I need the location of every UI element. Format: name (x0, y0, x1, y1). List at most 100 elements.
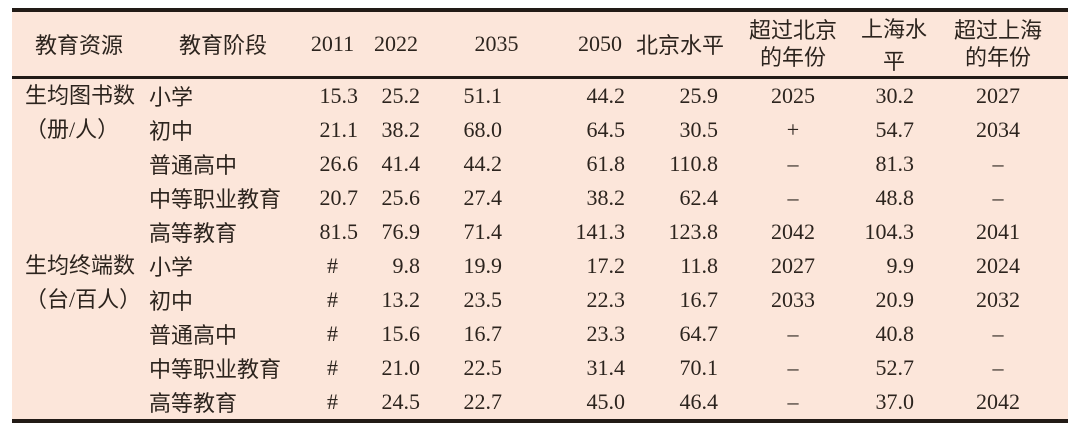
cell-exceed-beijing-year: – (787, 355, 799, 380)
cell-2022: 25.2 (381, 83, 421, 108)
cell-shanghai-level: 20.9 (875, 287, 915, 312)
table-row: 高等教育 81.5 76.9 71.4 141.3 123.8 2042 104… (12, 215, 1068, 249)
header-line-2: 的年份 (964, 45, 1031, 70)
cell-beijing-level: 64.7 (679, 321, 719, 346)
table-row: 生均图书数 （册/人） 小学 15.3 25.2 51.1 44.2 25.9 … (12, 78, 1068, 142)
cell-stage: 初中 (149, 289, 194, 314)
cell-exceed-beijing-year: – (787, 151, 799, 176)
cell-shanghai-level: 104.3 (864, 219, 915, 244)
cell-2011: # (327, 355, 338, 380)
cell-stage: 小学 (149, 85, 194, 110)
cell-exceed-beijing-year: + (786, 117, 800, 142)
cell-shanghai-level: 52.7 (875, 355, 915, 380)
cell-beijing-level: 123.8 (668, 219, 719, 244)
cell-2022: 41.4 (381, 151, 421, 176)
cell-2050: 141.3 (575, 219, 626, 244)
cell-stage: 中等职业教育 (149, 187, 282, 212)
col-header-exceed-beijing-year: 超过北京 的年份 (726, 10, 860, 79)
table-row: 高等教育 # 24.5 22.7 45.0 46.4 – 37.0 2042 (12, 385, 1068, 421)
cell-2035: 22.5 (463, 355, 503, 380)
cell-exceed-beijing-year: 2027 (771, 253, 815, 278)
col-header-2011: 2011 (300, 10, 365, 79)
cell-2011: # (327, 321, 338, 346)
cell-2050: 22.3 (586, 287, 626, 312)
cell-shanghai-level: 48.8 (875, 185, 915, 210)
cell-exceed-shanghai-year: – (992, 185, 1004, 210)
row-group-label-terminals: 生均终端数 （台/百人） (12, 249, 146, 421)
cell-exceed-beijing-year: 2025 (771, 83, 815, 108)
cell-stage: 小学 (149, 255, 194, 280)
header-line-2: 的年份 (759, 45, 826, 70)
cell-shanghai-level: 9.9 (886, 253, 915, 278)
group-label-line-1: 生均图书数 (25, 83, 136, 108)
cell-exceed-shanghai-year: – (992, 151, 1004, 176)
cell-2035: 44.2 (463, 151, 503, 176)
cell-beijing-level: 110.8 (669, 151, 718, 176)
cell-2050: 61.8 (586, 151, 626, 176)
cell-stage: 初中 (149, 119, 194, 144)
cell-exceed-beijing-year: 2033 (771, 287, 815, 312)
cell-stage: 高等教育 (149, 391, 238, 416)
cell-exceed-beijing-year: – (787, 389, 799, 414)
cell-stage: 高等教育 (149, 221, 238, 246)
col-header-beijing-level: 北京水平 (634, 10, 726, 79)
cell-2011: # (327, 253, 338, 278)
cell-2050: 64.5 (586, 117, 626, 142)
cell-exceed-shanghai-year: 2042 (976, 389, 1020, 414)
cell-exceed-beijing-year: – (787, 185, 799, 210)
cell-2050: 38.2 (586, 185, 626, 210)
group-label-line-1: 生均终端数 (25, 253, 136, 278)
table-row: 生均终端数 （台/百人） 小学 # 9.8 19.9 17.2 11.8 202… (12, 249, 1068, 312)
cell-2022: 24.5 (381, 389, 421, 414)
cell-exceed-shanghai-year: – (992, 355, 1004, 380)
group-label-line-2: （台/百人） (25, 287, 142, 312)
row-group-label-books: 生均图书数 （册/人） (12, 78, 146, 250)
cell-2050: 31.4 (586, 355, 626, 380)
cell-2050: 23.3 (586, 321, 626, 346)
cell-2022: 76.9 (381, 219, 421, 244)
cell-2035: 19.9 (463, 253, 503, 278)
cell-2022: 38.2 (381, 117, 421, 142)
cell-beijing-level: 16.7 (679, 287, 719, 312)
cell-shanghai-level: 54.7 (875, 117, 915, 142)
col-header-2022: 2022 (365, 10, 427, 79)
cell-exceed-shanghai-year: 2041 (976, 219, 1020, 244)
cell-2011: 26.6 (319, 151, 359, 176)
group-label-line-2: （册/人） (25, 117, 120, 142)
cell-exceed-shanghai-year: 2024 (976, 253, 1020, 278)
table-row: 初中 # 13.2 23.5 22.3 16.7 2033 20.9 2032 (12, 283, 1068, 317)
cell-exceed-beijing-year: – (787, 321, 799, 346)
cell-2011: 15.3 (319, 83, 359, 108)
cell-2035: 16.7 (463, 321, 503, 346)
cell-shanghai-level: 37.0 (875, 389, 915, 414)
cell-exceed-shanghai-year: 2032 (976, 287, 1020, 312)
cell-beijing-level: 25.9 (679, 83, 719, 108)
col-header-exceed-shanghai-year: 超过上海 的年份 (928, 10, 1068, 79)
table-row: 初中 21.1 38.2 68.0 64.5 30.5 + 54.7 2034 (12, 113, 1068, 147)
table-header: 教育资源 教育阶段 2011 2022 2035 2050 北京水平 超过北京 … (12, 10, 1068, 79)
cell-shanghai-level: 81.3 (875, 151, 915, 176)
cell-shanghai-level: 40.8 (875, 321, 915, 346)
cell-exceed-shanghai-year: 2027 (976, 83, 1020, 108)
cell-shanghai-level: 30.2 (875, 83, 915, 108)
table-body: 生均图书数 （册/人） 小学 15.3 25.2 51.1 44.2 25.9 … (12, 78, 1068, 422)
cell-2035: 71.4 (463, 219, 503, 244)
cell-2022: 9.8 (392, 253, 421, 278)
cell-2050: 45.0 (586, 389, 626, 414)
cell-2022: 13.2 (381, 287, 421, 312)
col-header-2050: 2050 (566, 10, 634, 79)
table-row: 普通高中 # 15.6 16.7 23.3 64.7 – 40.8 – (12, 317, 1068, 351)
cell-exceed-shanghai-year: – (992, 321, 1004, 346)
header-line-1: 超过北京 (748, 18, 837, 43)
cell-2035: 23.5 (463, 287, 503, 312)
cell-stage: 普通高中 (149, 323, 238, 348)
cell-beijing-level: 62.4 (679, 185, 719, 210)
cell-2022: 21.0 (381, 355, 421, 380)
header-row: 教育资源 教育阶段 2011 2022 2035 2050 北京水平 超过北京 … (12, 10, 1068, 79)
col-header-shanghai-level: 上海水平 (860, 10, 928, 79)
cell-2050: 44.2 (586, 83, 626, 108)
cell-stage: 普通高中 (149, 153, 238, 178)
cell-2011: # (327, 389, 338, 414)
col-header-stage: 教育阶段 (146, 10, 300, 79)
table-row: 普通高中 26.6 41.4 44.2 61.8 110.8 – 81.3 – (12, 147, 1068, 181)
